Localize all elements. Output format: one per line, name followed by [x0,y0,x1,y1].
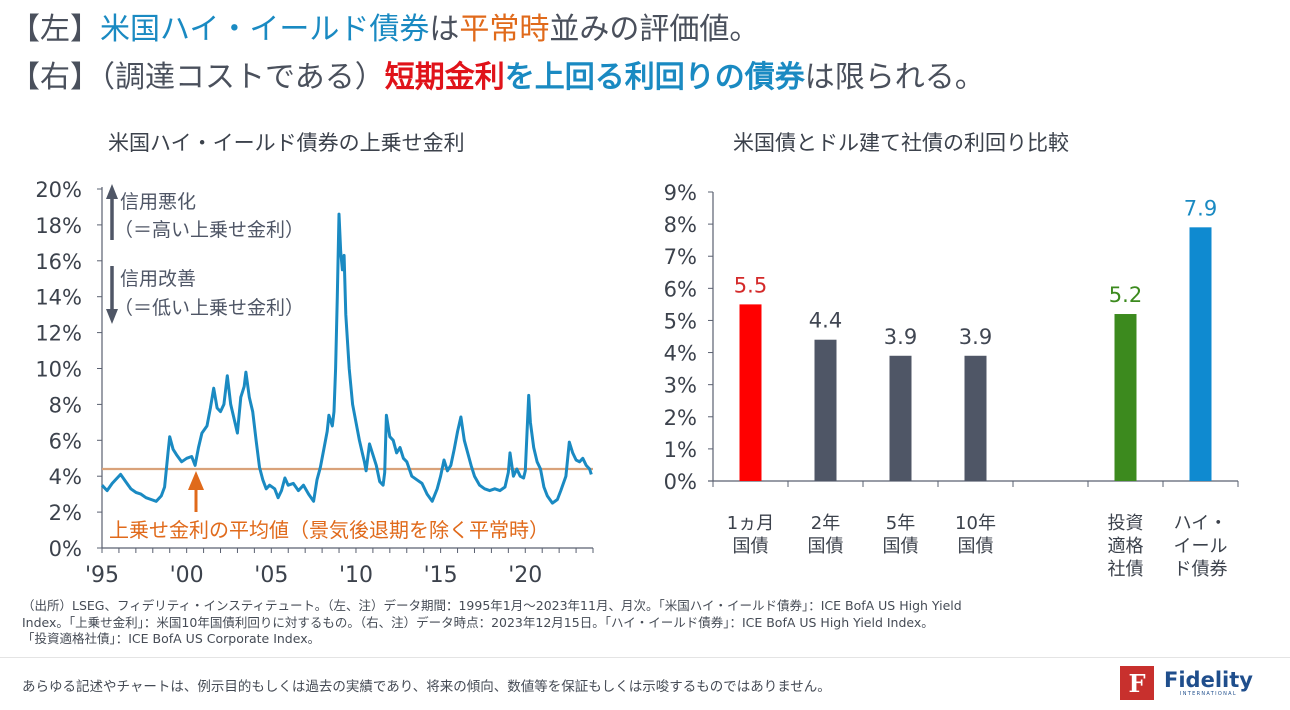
x-category-label: 2年 [811,513,840,534]
x-category-label: 国債 [958,536,994,557]
bar [964,355,987,481]
y-tick-label: 8% [664,213,697,237]
disclaimer-text: あらゆる記述やチャートは、例示目的もしくは過去の実績であり、将来の傾向、数値等を… [22,679,831,695]
x-category-label: 国債 [733,536,769,557]
average-line-label: 上乗せ金利の平均値（景気後退期を除く平常時） [109,518,549,542]
bar-value-label: 7.9 [1184,196,1217,220]
x-category-label: 国債 [883,536,919,557]
headline-segment: を上回る利回りの債券 [504,60,805,95]
high-yield-spread-line-chart: 0% 2% 4% 6% 8% 10% 12% 14% 16% 18% 20% '95 '00 '05 '10… [35,178,594,588]
headline-segment: 並みの評価値。 [549,12,760,47]
note-line-3: 「投資適格社債」：ICE BofA US Corporate Index。 [22,631,321,646]
x-tick-label: '15 [424,563,458,588]
x-category-label: ド債券 [1174,559,1228,580]
y-tick-label: 4% [664,342,697,366]
annotation-lower-spread: （＝低い上乗せ金利） [114,297,304,319]
bar-value-label: 3.9 [959,325,992,349]
x-tick-label: '05 [254,563,288,588]
y-tick-label: 9% [664,181,697,205]
x-category-label: 10年 [955,513,996,534]
arrow-down-icon [106,309,118,324]
y-tick-label: 18% [35,214,82,238]
x-tick-label: '20 [508,563,542,588]
headline-segment: 短期金利 [384,60,505,95]
annotation-credit-improving: 信用改善 [120,268,196,290]
y-tick-label: 6% [49,429,82,453]
x-tick-label: '95 [85,563,119,588]
right-chart-title: 米国債とドル建て社債の利回り比較 [733,131,1069,155]
y-tick-label: 5% [664,309,697,333]
y-tick-label: 10% [35,358,82,382]
x-tick-label: '10 [339,563,373,588]
y-tick-label: 3% [664,374,697,398]
annotation-higher-spread: （＝高い上乗せ金利） [114,219,304,241]
yield-comparison-bar-chart: 0%1%2%3%4%5%6%7%8%9%5.51ヵ月国債4.42年国債3.95年… [664,181,1239,580]
headline-segment: は限られる。 [804,60,985,95]
y-tick-label: 7% [664,245,697,269]
y-tick-label: 1% [664,438,697,462]
x-category-label: 国債 [808,536,844,557]
bar-value-label: 5.5 [734,273,767,297]
arrow-up-icon [188,471,204,490]
fidelity-logo-mark-icon: F [1120,666,1154,700]
headline-segment: 米国ハイ・イールド債券 [100,12,430,47]
note-line-1: （出所）LSEG、フィデリティ・インスティテュート。（左、注）データ期間：199… [22,598,962,613]
headline-line-1: 【左】米国ハイ・イールド債券は平常時並みの評価値。 [10,4,759,48]
x-category-label: 投資 [1108,513,1144,534]
y-tick-label: 4% [49,465,82,489]
y-tick-label: 14% [35,286,82,310]
y-tick-label: 12% [35,322,82,346]
note-line-2: Index。「上乗せ金利」：米国10年国債利回りに対するもの。（右、注）データ時… [22,614,934,630]
bar [1189,227,1212,481]
x-category-label: イール [1174,536,1228,557]
headline-segment: 【左】 [10,12,100,47]
bar [1114,314,1137,481]
headline-segment: は [429,12,460,47]
y-tick-label: 0% [49,537,82,561]
y-tick-label: 2% [664,406,697,430]
bar [814,339,837,481]
x-category-label: ハイ・ [1174,513,1228,534]
x-category-label: 適格 [1108,536,1144,557]
source-notes: （出所）LSEG、フィデリティ・インスティテュート。（左、注）データ期間：199… [22,598,1282,648]
footer [0,657,1290,710]
arrow-up-icon [106,184,118,199]
headline-segment: 平常時 [459,12,550,47]
x-category-label: 1ヵ月 [727,513,774,534]
bar-value-label: 4.4 [809,309,842,333]
bar [739,304,762,481]
y-tick-label: 6% [664,277,697,301]
fidelity-wordmark-sub: INTERNATIONAL [1179,691,1237,697]
bar [889,355,912,481]
headline-line-2: 【右】（調達コストである）短期金利を上回る利回りの債券は限られる。 [10,52,985,96]
headline-segment: 【右】（調達コストである） [10,60,385,95]
x-tick-label: '00 [170,563,204,588]
annotation-credit-worsening: 信用悪化 [120,191,196,213]
x-category-label: 社債 [1108,559,1144,580]
y-tick-label: 0% [664,470,697,494]
y-tick-label: 16% [35,250,82,274]
fidelity-wordmark: Fidelity [1164,668,1253,692]
bar-value-label: 5.2 [1109,283,1142,307]
bar-value-label: 3.9 [884,325,917,349]
y-tick-label: 2% [49,501,82,525]
x-category-label: 5年 [886,513,915,534]
left-chart-title: 米国ハイ・イールド債券の上乗せ金利 [108,131,465,155]
spread-series-line [100,212,593,505]
fidelity-logo: F Fidelity INTERNATIONAL [1120,666,1253,700]
y-tick-label: 20% [35,178,82,202]
y-tick-label: 8% [49,393,82,417]
